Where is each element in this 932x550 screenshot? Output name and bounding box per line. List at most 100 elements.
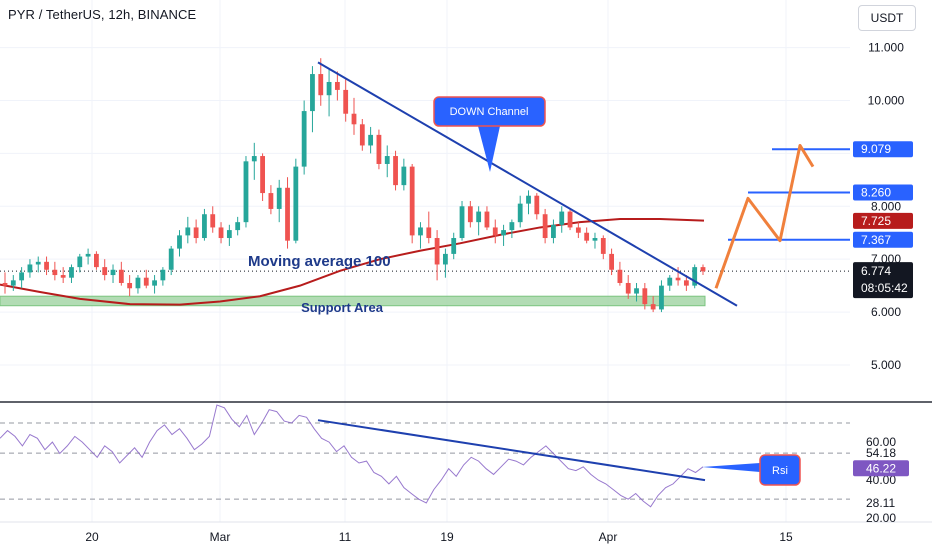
rsi-level-label: 54.18 [866,446,896,460]
projection-group [714,143,850,289]
candle-body [52,269,58,276]
candle-body [700,267,706,272]
candle-body [268,193,274,209]
candle-body [285,187,290,241]
price-tick-label: 8.000 [871,199,901,213]
last-price-badge [853,262,913,299]
candle-body [293,166,299,241]
time-tick-label: 20 [85,530,99,544]
candle-body [617,269,623,283]
candle-body [443,253,448,265]
rsi-tick-label: 40.00 [866,473,896,487]
candle-body [85,253,91,257]
candle-body [692,267,698,286]
candle-body [143,277,149,286]
candle-body [509,222,515,231]
candle-body [110,269,116,276]
candle-body [334,81,340,90]
candle-body [393,156,398,186]
candle-body [542,214,548,239]
candle-body [517,203,523,223]
candle-body [2,282,8,286]
candle-body [127,282,133,289]
candle-body [60,275,66,278]
rsi-tick-label: 60.00 [866,435,896,449]
price-level-label: 8.260 [861,186,891,200]
price-tick-label: 6.000 [871,305,901,319]
candle-body [426,227,432,239]
candle-body [185,227,191,236]
candle-body [551,224,556,239]
candle-body [343,89,349,114]
time-tick-label: 11 [339,530,352,544]
last-price-label: 6.774 [861,264,891,278]
candle-body [467,206,473,223]
price-level-label: 7.725 [861,214,891,228]
candle-body [168,248,174,270]
candle-body [226,230,232,239]
candle-body [625,282,631,294]
rsi-line [0,404,704,508]
down-channel-trendline [317,61,738,307]
price-tick-label: 5.000 [871,358,901,372]
candle-body [368,134,374,146]
callout-pointer [478,126,500,172]
rsi-level-label: 28.11 [866,496,895,510]
candle-body [19,272,25,281]
support-area-group [0,295,706,307]
candle-body [177,235,182,249]
candle-body [210,214,216,228]
currency-button[interactable]: USDT [858,5,916,31]
candle-body [609,253,614,270]
candle-body [675,277,681,281]
price-level-badge [853,141,913,158]
support-area-box [0,295,706,307]
candle-body [160,269,166,281]
countdown-label: 08:05:42 [861,281,908,295]
rsi-callout-pointer [702,463,760,472]
annotations-group: DOWN Channel Moving average 100 Support Ar… [248,96,546,315]
candle-body [27,264,33,273]
candle-body [575,227,581,233]
candle-body [534,195,540,215]
candle-body [526,195,531,204]
time-tick-label: 19 [440,530,454,544]
candle-body [94,253,99,268]
candle-body [218,227,224,239]
time-tick-label: Mar [210,530,231,544]
candle-body [44,261,49,270]
candle-body [10,280,16,286]
candle-body [559,211,565,225]
down-channel-group [317,61,738,307]
moving-average-label: Moving average 100 [248,253,391,270]
rsi-trendline [317,419,706,482]
rsi-panel: Rsi [0,404,850,508]
candle-body [243,161,249,223]
candle-body [118,269,124,283]
candle-body [501,230,506,236]
rsi-current-label: 46.22 [866,461,896,475]
candle-body [683,280,689,286]
candle-body [326,81,332,96]
rsi-callout [759,454,801,486]
rsi-callout-label: Rsi [772,465,788,477]
candle-body [642,288,648,305]
candle-body [69,267,74,278]
candle-body [659,285,664,310]
candle-body [384,156,390,164]
chart-title: PYR / TetherUS, 12h, BINANCE [8,7,197,22]
candle-body [484,211,490,228]
candle-body [584,232,590,241]
time-tick-label: 15 [779,530,793,544]
candle-body [667,277,673,286]
price-tick-label: 11.000 [868,41,904,55]
candles-group [2,58,706,313]
candle-body [459,206,465,239]
candle-body [401,166,407,186]
candle-body [35,261,41,265]
support-area-label: Support Area [301,300,384,315]
moving-average-line [0,217,705,306]
time-tick-label: Apr [599,530,618,544]
candle-body [434,238,440,265]
